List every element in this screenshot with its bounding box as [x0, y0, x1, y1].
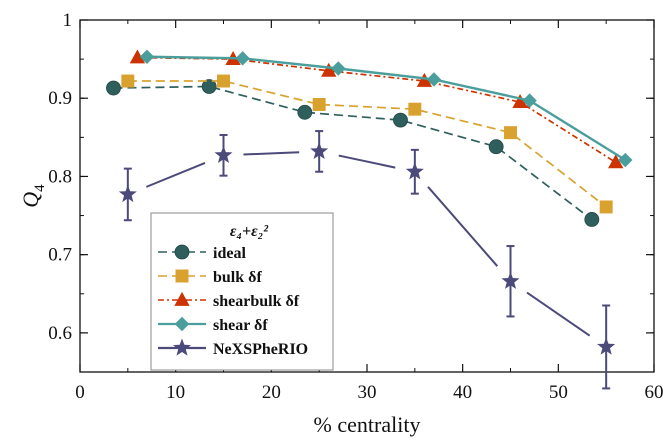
- marker-circle: [393, 113, 407, 127]
- legend-label: bulk δf: [213, 269, 262, 286]
- y-tick-label: 1: [63, 10, 73, 31]
- x-tick-label: 10: [166, 382, 185, 403]
- marker-square: [176, 270, 189, 283]
- x-tick-label: 20: [262, 382, 281, 403]
- series-line: [147, 57, 625, 160]
- legend-label: NeXSPheRIO: [213, 341, 308, 358]
- y-tick-label: 0.7: [48, 245, 72, 266]
- x-tick-label: 50: [549, 382, 568, 403]
- marker-square: [121, 75, 134, 88]
- legend-label: shearbulk δf: [213, 293, 300, 310]
- y-axis-label: Q4: [18, 184, 48, 208]
- marker-square: [408, 103, 421, 116]
- marker-square: [600, 200, 613, 213]
- series-segment: [243, 152, 299, 154]
- series-segment: [339, 156, 396, 168]
- series-shearbulk-f: [130, 49, 624, 168]
- x-tick-label: 0: [75, 382, 85, 403]
- y-axis-label-main: Q: [18, 192, 43, 208]
- y-tick-label: 0.6: [48, 323, 72, 344]
- y-tick-label: 0.8: [48, 166, 72, 187]
- marker-circle: [175, 245, 189, 259]
- x-tick-label: 60: [645, 382, 663, 403]
- legend-label: shear δf: [213, 317, 268, 334]
- marker-square: [217, 75, 230, 88]
- marker-circle: [298, 105, 312, 119]
- series-segment: [527, 293, 590, 336]
- x-axis-label: % centrality: [314, 412, 421, 437]
- legend: ε₄+ε₂² ideal bulk δf shearbulk δf shear δf Ne…: [151, 213, 333, 370]
- series-segment: [428, 187, 497, 266]
- marker-circle: [106, 81, 120, 95]
- x-tick-label: 30: [358, 382, 377, 403]
- y-axis-label-sub: 4: [32, 184, 48, 192]
- y-tick-label: 0.9: [48, 88, 72, 109]
- marker-square: [313, 98, 326, 111]
- legend-title: ε₄+ε₂²: [230, 223, 269, 240]
- marker-square: [504, 126, 517, 139]
- x-tick-label: 40: [453, 382, 472, 403]
- axis-ticks: 0 10 20 30 40 50 60 0.6 0.7 0.8 0.9 1: [48, 10, 663, 403]
- marker-circle: [489, 140, 503, 154]
- marker-circle: [585, 212, 599, 226]
- legend-label: ideal: [213, 245, 246, 262]
- series-shear-f: [140, 50, 633, 168]
- series-segment: [146, 163, 205, 187]
- series-bulk-f: [121, 75, 612, 214]
- svg-text:Q4: Q4: [18, 184, 48, 208]
